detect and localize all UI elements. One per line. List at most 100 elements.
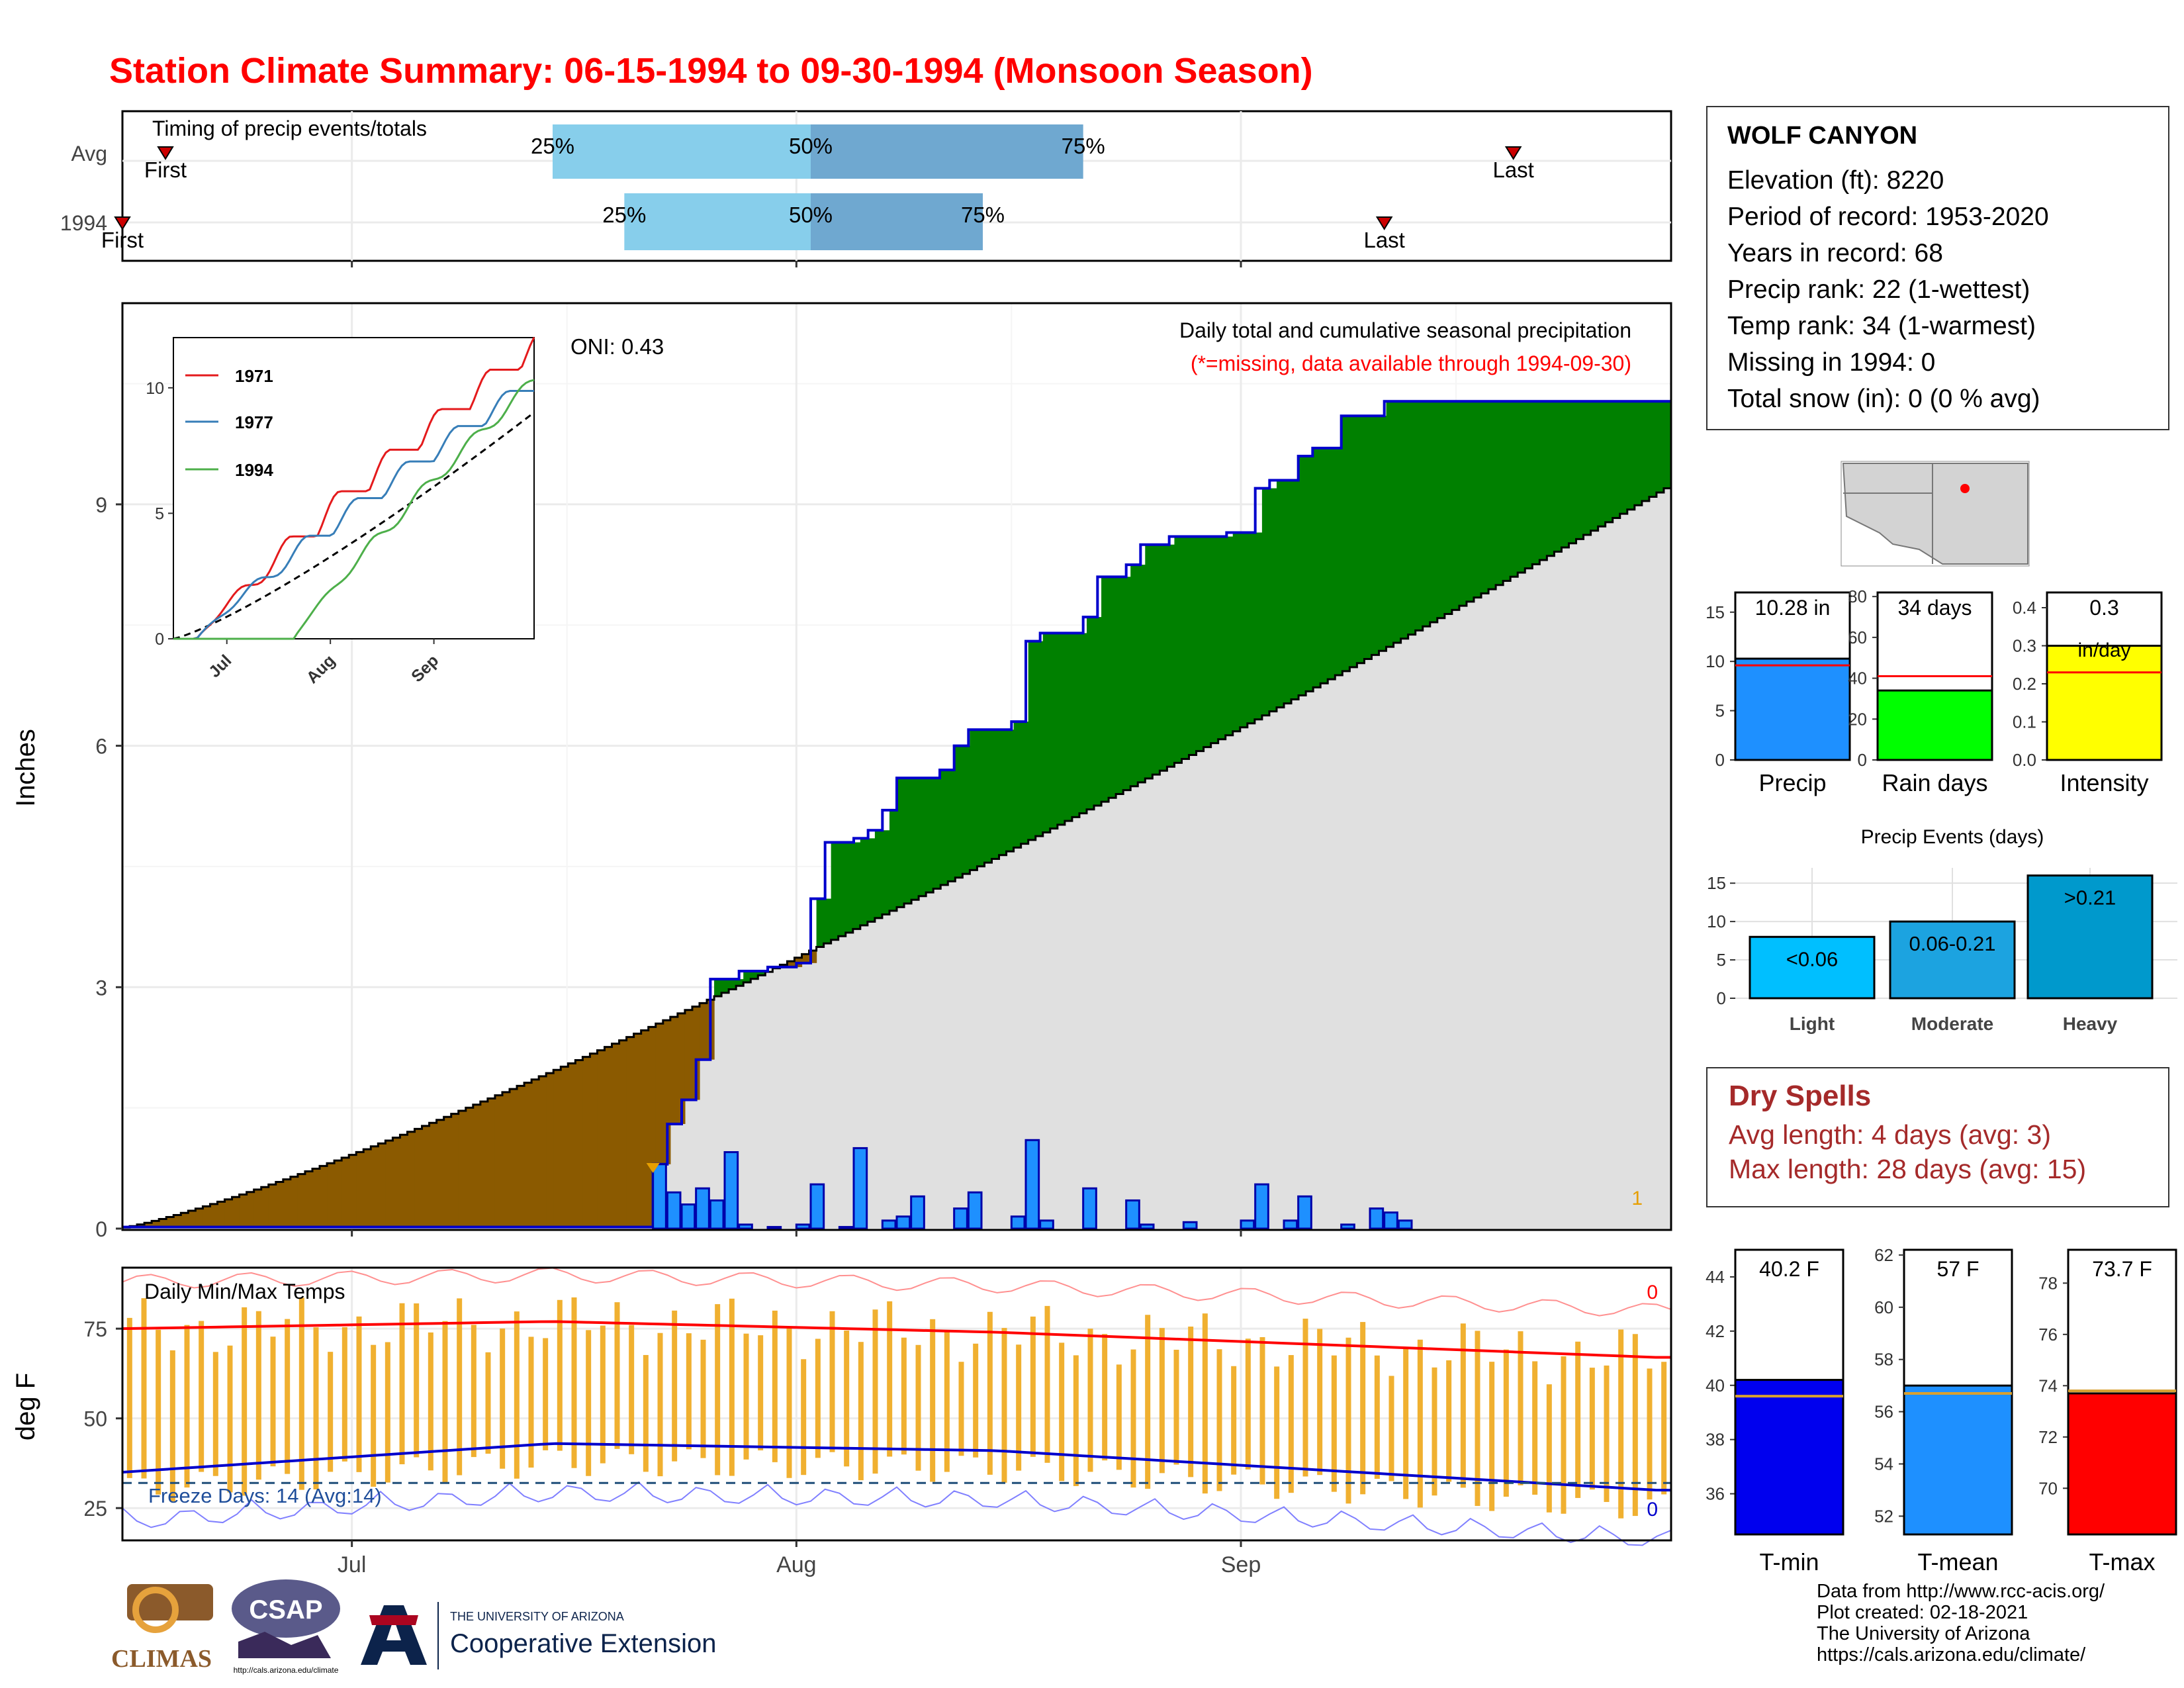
precip-deficit-step-62 (575, 1060, 583, 1227)
daily-temp-bar-71 (1145, 1315, 1151, 1489)
precip-surplus-step-166 (1335, 447, 1343, 676)
events-tick-label-2: 10 (1707, 912, 1726, 931)
dry-spells-max: Max length: 28 days (avg: 15) (1729, 1154, 2087, 1184)
precip-surplus-step-178 (1422, 401, 1431, 627)
precip-surplus-step-175 (1400, 401, 1409, 639)
daily-temp-bar-1 (141, 1298, 147, 1479)
temp-count-top: 0 (1647, 1282, 1658, 1303)
precip-deficit-step-63 (582, 1056, 591, 1227)
daily-temp-bar-81 (1288, 1355, 1294, 1493)
precip-surplus-step-169 (1357, 416, 1365, 663)
tsummary-tick-label-1-4: 60 (1874, 1297, 1893, 1317)
events-tick-label-0: 0 (1717, 988, 1726, 1008)
precip-panel-frame (121, 302, 1672, 1231)
precip-deficit-step-17 (246, 1192, 255, 1227)
precip-surplus-step-149 (1210, 536, 1219, 743)
daily-temp-bar-39 (686, 1333, 692, 1450)
precip-deficit-step-33 (363, 1149, 371, 1227)
precip-panel: 0 3 6 9 Inches ONI: 0.43 Daily total and cu… (11, 302, 1672, 1241)
precip-surplus-step-134 (1101, 577, 1109, 802)
daily-temp-bar-65 (1059, 1342, 1065, 1481)
daily-temp-bar-86 (1360, 1322, 1366, 1495)
precip-surplus-step-157 (1269, 488, 1277, 712)
inset-series-1971 (173, 336, 535, 640)
daily-precip-bar-12 (881, 1219, 897, 1230)
daily-temp-bar-68 (1102, 1334, 1108, 1461)
month-label-1: Aug (776, 1552, 817, 1577)
precip-surplus-step-201 (1590, 401, 1599, 531)
timing-bar-q2-Avg (811, 124, 1083, 179)
timing-last-label: Last (1492, 158, 1533, 182)
precip-surplus-step-181 (1444, 401, 1453, 614)
precip-surplus-step-127 (1050, 633, 1058, 829)
daily-temp-bar-84 (1331, 1355, 1337, 1492)
precip-surplus-step-123 (1021, 722, 1029, 844)
precip-surplus-step-205 (1619, 401, 1628, 514)
summary-tick-label-2-0: 0.0 (2013, 750, 2036, 770)
precip-surplus-step-117 (977, 729, 985, 867)
daily-temp-bar-103 (1604, 1365, 1610, 1502)
precip-deficit-step-69 (626, 1037, 635, 1227)
precip-daily-bars (646, 1139, 1413, 1230)
event-category-0: Light (1790, 1013, 1835, 1034)
daily-precip-bar-30 (1383, 1211, 1398, 1230)
dry-spells-avg: Avg length: 4 days (avg: 3) (1729, 1119, 2051, 1150)
daily-temp-bar-15 (341, 1327, 347, 1462)
daily-precip-bar-13 (895, 1215, 911, 1230)
daily-temp-bar-48 (815, 1338, 821, 1458)
missing-data-marker (646, 1163, 660, 1173)
precip-surplus-step-204 (1612, 401, 1621, 518)
precip-surplus-step-85 (743, 970, 751, 982)
observed-cumulative-line (122, 400, 1671, 1229)
event-bar-Light (1749, 935, 1876, 1000)
daily-temp-bar-96 (1503, 1349, 1509, 1497)
precip-surplus-step-97 (831, 842, 839, 940)
precip-deficit-step-26 (312, 1168, 320, 1227)
precip-surplus-step-98 (838, 842, 846, 937)
daily-temp-bar-101 (1575, 1341, 1581, 1498)
daily-precip-bar-11 (852, 1147, 868, 1230)
event-bar-Moderate (1889, 920, 2016, 1000)
precip-surplus-step-167 (1342, 416, 1350, 671)
precip-surplus-step-197 (1561, 401, 1570, 548)
precip-deficit-step-31 (349, 1154, 357, 1227)
precip-deficit-step-34 (371, 1146, 379, 1227)
record-tmax-line (122, 1267, 1672, 1317)
daily-temp-bar-12 (298, 1297, 304, 1490)
precip-surplus-step-140 (1145, 544, 1153, 778)
precip-surplus-step-146 (1189, 536, 1197, 755)
precip-surplus-step-182 (1451, 401, 1460, 610)
inset-ytick-label-1: 5 (155, 504, 164, 523)
daily-temp-bar-100 (1561, 1356, 1567, 1514)
daily-temp-bar-37 (657, 1333, 663, 1477)
tsummary-bar-T-min (1734, 1379, 1844, 1536)
station-precip-rank: Precip rank: 22 (1-wettest) (1727, 275, 2030, 304)
month-axis-labels: Jul Aug Sep (338, 1540, 1261, 1577)
daily-precip-bar-10 (838, 1226, 854, 1230)
daily-temp-bar-59 (973, 1343, 979, 1458)
precip-surplus-step-189 (1503, 401, 1511, 581)
precip-surplus-step-159 (1284, 480, 1292, 704)
station-years: Years in record: 68 (1727, 239, 1943, 267)
precip-surplus-step-174 (1393, 401, 1402, 643)
precip-deficit-step-42 (429, 1123, 437, 1227)
daily-temp-bar-27 (514, 1311, 520, 1479)
precip-surplus-step-160 (1291, 480, 1299, 700)
daily-temp-bar-92 (1446, 1360, 1452, 1482)
precip-surplus-step-116 (970, 729, 978, 870)
precip-deficit-step-76 (677, 1013, 686, 1124)
daily-temp-bar-91 (1432, 1367, 1437, 1496)
record-tmin-line (122, 1481, 1672, 1546)
station-temp-rank: Temp rank: 34 (1-warmest) (1727, 312, 2036, 340)
precip-surplus-step-86 (751, 970, 758, 979)
precip-surplus-step-158 (1276, 480, 1285, 708)
daily-temp-bar-20 (414, 1303, 420, 1458)
precip-surplus-step-155 (1254, 532, 1263, 720)
precip-deficit-step-91 (787, 961, 796, 967)
daily-temp-bar-52 (872, 1309, 878, 1474)
precip-surplus-step-107 (904, 778, 912, 904)
tsummary-tick-label-1-1: 54 (1874, 1454, 1893, 1474)
daily-precip-bar-27 (1297, 1195, 1312, 1230)
daily-temp-bar-61 (1001, 1328, 1007, 1483)
precip-surplus-step-128 (1057, 633, 1066, 825)
